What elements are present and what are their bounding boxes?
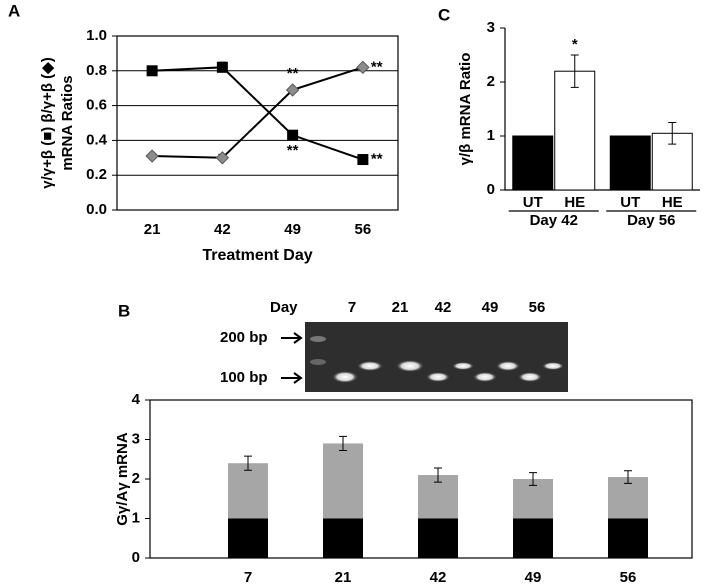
error-bar xyxy=(668,122,677,145)
y-axis-title: γ/γ+β (■) β/γ+β (◆) xyxy=(39,57,56,188)
bar xyxy=(512,135,554,191)
annotation: ** xyxy=(371,58,383,75)
marker xyxy=(145,149,159,163)
y-tick-label: 0.6 xyxy=(86,97,107,114)
x-tick-label: 21 xyxy=(144,221,161,238)
y-tick-label: 3 xyxy=(487,19,495,36)
gel-marker: 100 bp xyxy=(220,369,268,386)
gel-marker: 200 bp xyxy=(220,329,268,346)
gel-image xyxy=(305,322,568,392)
y-tick-label: 1 xyxy=(132,509,140,526)
bar-label: HE xyxy=(662,194,683,211)
x-axis-title: Treatment Day xyxy=(202,247,312,264)
plot-frame xyxy=(116,35,399,211)
group-label: Day 42 xyxy=(530,212,578,229)
x-tick-label: 42 xyxy=(214,221,231,238)
bar-segment xyxy=(418,518,458,558)
gel-band xyxy=(452,362,474,370)
error-bar xyxy=(339,435,347,452)
y-tick-label: 3 xyxy=(132,430,140,447)
bar-label: HE xyxy=(564,194,585,211)
series-line xyxy=(152,66,364,159)
bar-segment xyxy=(513,518,553,558)
gel-band xyxy=(310,336,326,342)
bar-label: UT xyxy=(523,194,543,211)
error-bar xyxy=(570,54,579,88)
y-tick-label: 1 xyxy=(487,127,495,144)
marker xyxy=(146,65,158,77)
y-tick-label: 2 xyxy=(132,470,140,487)
gel-band xyxy=(473,372,497,382)
gel-band xyxy=(357,361,383,371)
x-tick-label: 56 xyxy=(355,221,372,238)
gel-lane: 42 xyxy=(435,299,452,316)
bar-segment xyxy=(228,518,268,558)
marker xyxy=(216,61,228,73)
gel-band xyxy=(332,371,358,383)
error-bar xyxy=(529,472,537,486)
y-tick-label: 4 xyxy=(132,391,141,408)
marker xyxy=(287,129,299,141)
x-tick-label: 49 xyxy=(525,569,542,586)
y-tick-label: 0.8 xyxy=(86,62,107,79)
marker xyxy=(357,154,369,166)
gel-band xyxy=(426,372,450,382)
y-tick-label: 0.2 xyxy=(86,166,107,183)
gel-lane: 21 xyxy=(392,299,409,316)
marker xyxy=(356,60,370,75)
x-tick-label: 56 xyxy=(620,569,637,586)
panel-label: C xyxy=(438,5,450,24)
error-bar xyxy=(434,467,442,483)
gel-arrow xyxy=(281,332,303,384)
x-tick-label: 21 xyxy=(335,569,352,586)
bar-segment xyxy=(228,463,268,519)
bar-segment xyxy=(323,518,363,558)
x-tick-label: 49 xyxy=(284,221,301,238)
y-axis-title: mRNA Ratios xyxy=(59,75,76,170)
y-axis-title: γ/β mRNA Ratio xyxy=(457,53,474,166)
gel-lane: 49 xyxy=(482,299,499,316)
gel-lane: 7 xyxy=(348,299,356,316)
gel-band xyxy=(396,360,424,372)
annotation: ** xyxy=(287,142,299,159)
y-tick-label: 0 xyxy=(132,549,140,566)
panel-label: B xyxy=(118,301,130,320)
annotation: ** xyxy=(371,151,383,168)
marker xyxy=(285,83,300,97)
gel-band xyxy=(542,362,564,370)
gel-band xyxy=(310,359,326,365)
y-tick-label: 0.0 xyxy=(86,201,107,218)
bar-label: UT xyxy=(620,194,640,211)
bar xyxy=(554,70,596,191)
bar-segment xyxy=(608,518,648,558)
gel-band xyxy=(518,372,542,382)
annotation: ** xyxy=(287,65,299,82)
y-tick-label: 1.0 xyxy=(86,27,107,44)
annotation: * xyxy=(572,36,578,53)
y-tick-label: 0.4 xyxy=(86,131,108,148)
gel-lane: 56 xyxy=(529,299,546,316)
error-bar xyxy=(624,470,632,484)
series-line xyxy=(152,66,364,161)
x-tick-label: 42 xyxy=(430,569,447,586)
error-bar xyxy=(244,455,252,471)
marker xyxy=(215,151,230,165)
bar-segment xyxy=(323,443,363,519)
y-tick-label: 2 xyxy=(487,73,495,90)
bar xyxy=(609,135,651,191)
gel-header: Day xyxy=(270,299,298,316)
y-tick-label: 0 xyxy=(487,181,495,198)
panel-label: A xyxy=(8,1,20,20)
y-axis-title: Gγ/Aγ mRNA xyxy=(114,432,131,526)
gel-band xyxy=(496,361,520,371)
group-label: Day 56 xyxy=(627,212,675,229)
bar-segment xyxy=(608,477,648,519)
x-tick-label: 7 xyxy=(244,569,252,586)
